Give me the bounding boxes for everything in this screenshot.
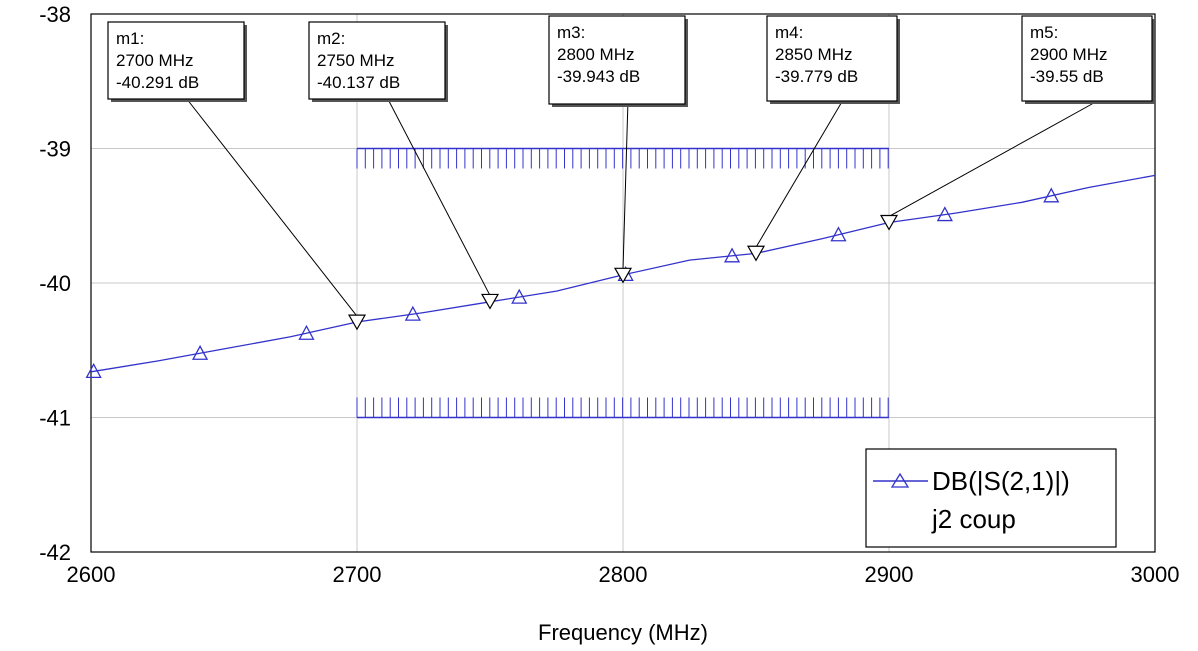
marker-frequency: 2700 MHz [116,51,193,70]
y-tick-label: -39 [39,137,71,162]
marker-frequency: 2850 MHz [775,45,852,64]
axis-ticks: 2600 2700 2800 2900 3000 -38 -39 -40 -41 -42 [39,2,1179,587]
marker-2: m2: 2750 MHz -40.137 dB [308,21,500,310]
legend-series-marker [890,472,910,488]
marker-triangle [746,245,766,262]
marker-1: m1: 2700 MHz -40.291 dB [107,21,367,331]
marker-triangle [347,314,367,331]
marker-name: m1: [116,29,144,48]
series-point [191,344,209,360]
series-point [511,288,528,304]
marker-triangle [879,214,899,231]
x-tick-label: 2800 [599,562,648,587]
x-tick-label: 2900 [865,562,914,587]
marker-frequency: 2750 MHz [317,51,394,70]
marker-4: m4: 2850 MHz -39.779 dB [746,15,900,262]
marker-leader-line [888,100,1098,217]
marker-frequency: 2900 MHz [1030,45,1107,64]
marker-box [308,21,446,100]
marker-value: -39.55 dB [1030,67,1104,86]
series-point [723,247,741,263]
limit-line [356,397,889,419]
limit-line [356,147,889,169]
marker-value: -39.779 dB [775,67,858,86]
marker-leader-line [387,98,491,296]
marker-box [766,15,898,102]
marker-box [548,15,686,105]
marker-leader-line [755,100,843,248]
series-point [936,206,953,222]
series-point [298,324,315,340]
y-tick-label: -42 [39,540,71,565]
x-tick-label: 2600 [67,562,116,587]
marker-leader-line [186,98,358,317]
marker-value: -39.943 dB [557,67,640,86]
legend: DB(|S(2,1)|) j2 coup [865,448,1117,548]
legend-box [865,448,1117,548]
plot-area [90,13,1156,553]
series-point [830,226,847,242]
marker-value: -40.291 dB [116,73,199,92]
y-tick-label: -41 [39,406,71,431]
marker-annotations: m1: 2700 MHz -40.291 dB m2: 2750 MHz -40.137 … [107,15,1155,331]
x-axis-title: Frequency (MHz) [538,620,708,645]
marker-value: -40.137 dB [317,73,400,92]
y-tick-label: -38 [39,2,71,27]
x-tick-label: 2700 [333,562,382,587]
x-tick-label: 3000 [1131,562,1180,587]
y-tick-label: -40 [39,271,71,296]
series-point [1043,187,1060,203]
marker-name: m4: [775,23,803,42]
marker-3: m3: 2800 MHz -39.943 dB [548,15,688,284]
marker-leader-line [622,103,629,270]
marker-box [107,21,245,100]
marker-box [1021,15,1153,102]
legend-series-subtitle: j2 coup [931,504,1016,534]
marker-triangle [613,267,633,284]
marker-5: m5: 2900 MHz -39.55 dB [879,15,1155,231]
marker-name: m3: [557,23,585,42]
series-point [404,305,421,321]
series-point [85,362,102,378]
marker-name: m5: [1030,23,1058,42]
limit-lines [356,147,889,419]
marker-name: m2: [317,29,345,48]
legend-series-name: DB(|S(2,1)|) [932,466,1070,496]
marker-frequency: 2800 MHz [557,45,634,64]
marker-triangle [480,293,500,310]
